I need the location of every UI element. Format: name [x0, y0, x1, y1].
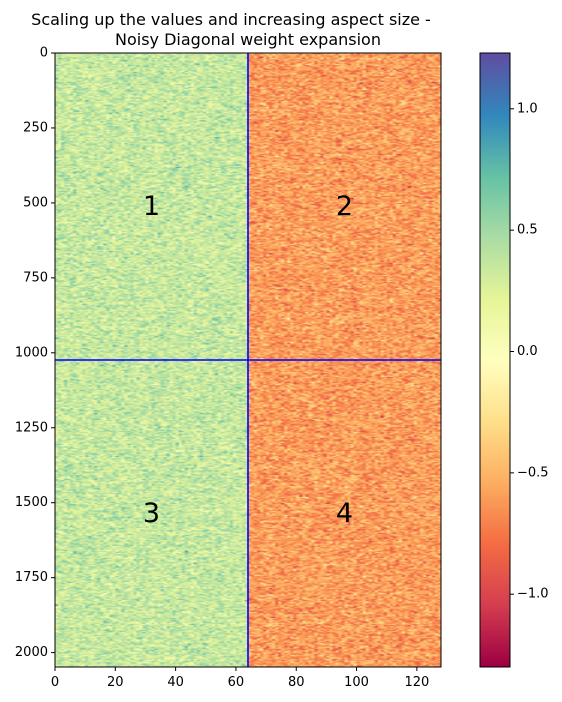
- y-tick-label: 1000: [15, 345, 48, 360]
- y-tick-label: 500: [23, 195, 48, 210]
- quadrant-label-2: 2: [336, 191, 353, 222]
- colorbar-tick-label: 1.0: [517, 101, 538, 116]
- y-tick-label: 1750: [15, 570, 48, 585]
- colorbar-tick-label: −0.5: [517, 465, 549, 480]
- divider-lines: [55, 53, 441, 667]
- x-tick-label: 40: [167, 675, 184, 690]
- y-tick-label: 1500: [15, 495, 48, 510]
- x-axis-ticks: 0 20 40 60 80 100 120: [51, 667, 429, 690]
- chart-title-line-1: Scaling up the values and increasing asp…: [31, 10, 431, 29]
- x-tick-label: 20: [107, 675, 124, 690]
- colorbar-ticks: 1.0 0.5 0.0 −0.5 −1.0: [510, 101, 549, 602]
- x-tick-label: 100: [344, 675, 369, 690]
- colorbar-gradient: [480, 53, 510, 667]
- quadrant-label-3: 3: [143, 498, 160, 529]
- plot-frame: [54, 52, 442, 668]
- colorbar-tick-label: 0.0: [517, 344, 538, 359]
- quadrant-label-4: 4: [336, 498, 353, 529]
- y-tick-label: 1250: [15, 420, 48, 435]
- heatmap-plot: 1 2 3 4 0 20 40 60 80 100 120 0 250 500 750 1000 1250 1…: [15, 46, 442, 690]
- x-tick-label: 80: [288, 675, 305, 690]
- quadrant-labels: 1 2 3 4: [143, 191, 353, 529]
- colorbar-tick-label: −1.0: [517, 587, 549, 602]
- colorbar-tick-label: 0.5: [517, 223, 538, 238]
- colorbar-frame: [479, 52, 511, 668]
- y-tick-label: 750: [23, 270, 48, 285]
- y-axis-ticks: 0 250 500 750 1000 1250 1500 1750 2000: [15, 46, 55, 660]
- x-tick-label: 120: [404, 675, 429, 690]
- quadrant-label-1: 1: [143, 191, 160, 222]
- x-tick-label: 0: [51, 675, 59, 690]
- y-tick-label: 0: [40, 46, 48, 61]
- colorbar: 1.0 0.5 0.0 −0.5 −1.0: [479, 52, 549, 668]
- chart-title-line-2: Noisy Diagonal weight expansion: [115, 30, 381, 49]
- x-tick-label: 60: [228, 675, 245, 690]
- y-tick-label: 250: [23, 120, 48, 135]
- y-tick-label: 2000: [15, 645, 48, 660]
